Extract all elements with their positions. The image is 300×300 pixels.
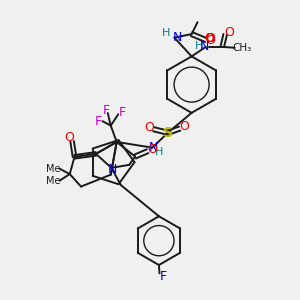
Text: H: H bbox=[155, 147, 163, 157]
Text: H: H bbox=[162, 28, 170, 38]
Text: O: O bbox=[205, 32, 215, 45]
Text: O: O bbox=[64, 131, 74, 144]
Text: F: F bbox=[160, 270, 167, 283]
Text: O: O bbox=[224, 26, 234, 38]
Text: N: N bbox=[173, 31, 182, 44]
Text: F: F bbox=[118, 106, 126, 119]
Text: O: O bbox=[179, 120, 189, 133]
Text: O: O bbox=[145, 121, 154, 134]
Text: O: O bbox=[205, 32, 214, 45]
Text: Me: Me bbox=[46, 164, 60, 174]
Text: N: N bbox=[108, 163, 117, 176]
Text: F: F bbox=[95, 115, 102, 128]
Text: S: S bbox=[163, 126, 173, 140]
Text: H: H bbox=[195, 41, 203, 51]
Text: Me: Me bbox=[46, 176, 60, 186]
Text: F: F bbox=[103, 104, 110, 117]
Text: CH₃: CH₃ bbox=[232, 43, 252, 53]
Text: O: O bbox=[205, 32, 214, 45]
Text: O: O bbox=[205, 34, 215, 46]
Text: N: N bbox=[148, 141, 158, 154]
Text: N: N bbox=[200, 40, 209, 53]
Text: O: O bbox=[147, 143, 157, 156]
